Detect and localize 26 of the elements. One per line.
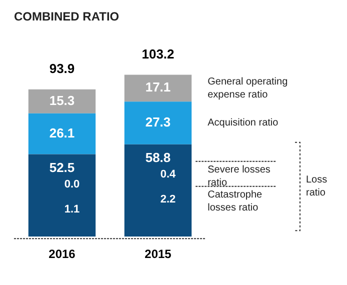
text: Loss ratio: [306, 174, 328, 199]
x-tick-label: 2016: [48, 247, 76, 262]
data-label: 15.3: [49, 92, 75, 108]
text: Severe losses ratio: [208, 164, 270, 189]
bar: [124, 144, 192, 237]
annotation: 0.0: [64, 178, 80, 190]
bar: [124, 74, 192, 102]
annotation: 2.2: [160, 193, 176, 206]
bar: [124, 102, 192, 144]
bar: [28, 89, 96, 114]
chart-title: COMBINED RATIO: [14, 10, 120, 24]
data-label: 17.1: [145, 80, 171, 95]
series-label: Acquisition ratio: [208, 118, 279, 129]
total-label: 93.9: [49, 60, 75, 76]
text: Catastrophe losses ratio: [208, 190, 263, 214]
data-label: 27.3: [145, 114, 171, 130]
bar: [28, 154, 96, 237]
data-label: 58.8: [145, 150, 171, 165]
data-label: 26.1: [49, 125, 75, 140]
total-label: 103.2: [142, 46, 174, 62]
annotation: 1.1: [64, 203, 80, 216]
annotation: 0.4: [160, 168, 177, 180]
x-tick-label: 2015: [144, 247, 172, 262]
data-label: 52.5: [49, 160, 75, 175]
series-label: General operating expense ratio: [208, 76, 288, 100]
bar: [28, 113, 96, 154]
